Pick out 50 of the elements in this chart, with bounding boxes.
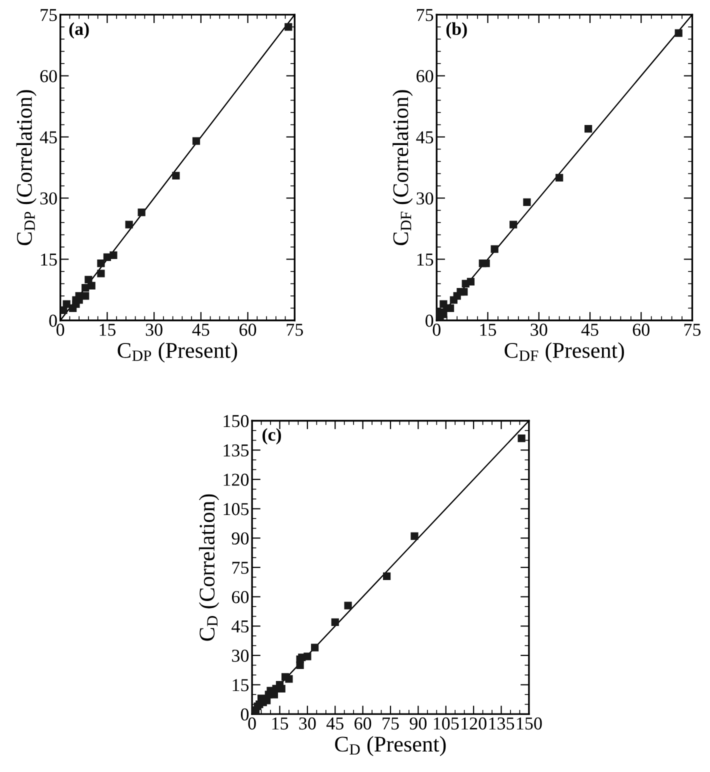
x-axis-title: C$_{D}$ (Present) [335, 736, 446, 756]
y-tick-label: 90 [232, 532, 249, 545]
y-tick-label: 0 [240, 708, 249, 721]
y-tick-label: 15 [417, 254, 434, 266]
x-tick-label: 75 [684, 324, 701, 336]
x-tick-label: 30 [299, 717, 316, 730]
y-tick-label: 75 [417, 9, 434, 22]
y-tick-label: 30 [232, 650, 249, 662]
y-tick-label: 105 [224, 503, 249, 516]
y-tick-label: 45 [416, 131, 434, 144]
y-tick-label: 30 [416, 192, 434, 205]
annotation: (c) [262, 428, 281, 444]
x-tick-label: 60 [354, 717, 372, 730]
x-tick-label: 30 [146, 324, 162, 336]
y-tick-label: 75 [232, 562, 249, 574]
x-axis-title: C$_{DF}$ (Present) [504, 342, 624, 362]
annotation: (b) [446, 22, 467, 39]
y-tick-label: 0 [49, 314, 57, 327]
x-tick-label: 15 [480, 324, 496, 336]
y-tick-label: 60 [40, 70, 57, 82]
x-tick-label: 45 [326, 718, 344, 730]
y-tick-label: 0 [426, 314, 434, 327]
x-tick-label: 120 [462, 717, 486, 730]
y-axis-title: C$_{DF}$ (Correlation) [392, 90, 413, 246]
y-tick-label: 15 [41, 254, 57, 266]
y-tick-label: 15 [232, 679, 249, 692]
y-axis-title: C$_{D}$ (Correlation) [198, 494, 220, 641]
y-tick-label: 60 [232, 591, 249, 604]
y-axis-title: C$_{DP}$ (Correlation) [16, 90, 36, 246]
x-tick-label: 75 [286, 324, 303, 336]
x-axis-title: C$_{DP}$ (Present) [118, 342, 238, 362]
y-tick-label: 60 [416, 70, 434, 82]
x-tick-label: 45 [581, 324, 598, 336]
x-tick-label: 15 [100, 324, 116, 336]
x-tick-label: 75 [382, 718, 399, 730]
x-tick-label: 105 [434, 717, 459, 730]
y-tick-label: 30 [40, 192, 57, 205]
x-tick-label: 60 [632, 324, 650, 336]
y-tick-label: 45 [232, 620, 249, 633]
x-tick-label: 30 [530, 324, 548, 336]
x-tick-label: 45 [192, 324, 210, 336]
x-tick-label: 150 [516, 717, 542, 730]
y-tick-label: 75 [40, 9, 57, 22]
y-tick-label: 150 [224, 414, 249, 428]
x-tick-label: 15 [272, 717, 288, 730]
annotation: (a) [69, 22, 89, 39]
y-tick-label: 120 [224, 474, 249, 486]
x-tick-label: 135 [489, 717, 514, 730]
y-tick-label: 45 [40, 131, 57, 144]
y-tick-label: 135 [224, 444, 249, 457]
